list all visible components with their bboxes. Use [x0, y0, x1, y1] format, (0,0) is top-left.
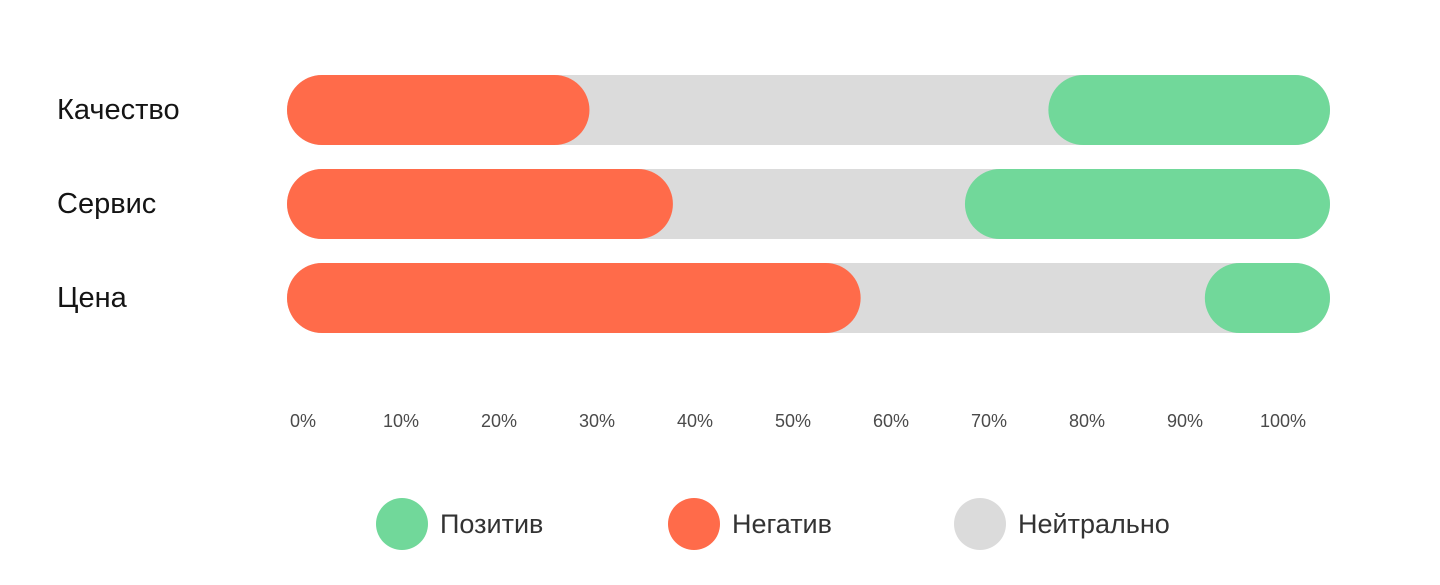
x-tick-label-1: 10%: [383, 411, 419, 431]
x-tick-label-2: 20%: [481, 411, 517, 431]
x-tick-label-6: 60%: [873, 411, 909, 431]
x-tick-label-9: 90%: [1167, 411, 1203, 431]
category-label-1: Сервис: [57, 188, 156, 220]
legend: Позитив Негатив Нейтрально: [376, 498, 1170, 550]
legend-label-0: Позитив: [440, 509, 543, 539]
x-axis-ticks: 0% 10% 20% 30% 40% 50% 60% 70% 80% 90% 100%: [290, 411, 1306, 431]
x-tick-label-8: 80%: [1069, 411, 1105, 431]
legend-swatch-негатив: [668, 498, 720, 550]
legend-swatch-нейтрально: [954, 498, 1006, 550]
bars: [287, 75, 1330, 333]
category-labels: Качество Сервис Цена: [57, 94, 180, 314]
bar-negative-2: [287, 263, 861, 333]
bar-positive-1: [964, 169, 1330, 239]
x-tick-label-0: 0%: [290, 411, 316, 431]
legend-label-2: Нейтрально: [1018, 509, 1170, 539]
x-tick-label-4: 40%: [677, 411, 713, 431]
legend-label-1: Негатив: [732, 509, 832, 539]
bar-positive-0: [1048, 75, 1330, 145]
x-tick-label-10: 100%: [1260, 411, 1306, 431]
bar-positive-2: [1204, 263, 1330, 333]
category-label-2: Цена: [57, 282, 128, 314]
x-tick-label-3: 30%: [579, 411, 615, 431]
x-tick-label-5: 50%: [775, 411, 811, 431]
category-label-0: Качество: [57, 94, 180, 126]
bar-negative-0: [287, 75, 590, 145]
x-tick-label-7: 70%: [971, 411, 1007, 431]
legend-swatch-позитив: [376, 498, 428, 550]
bar-negative-1: [287, 169, 673, 239]
